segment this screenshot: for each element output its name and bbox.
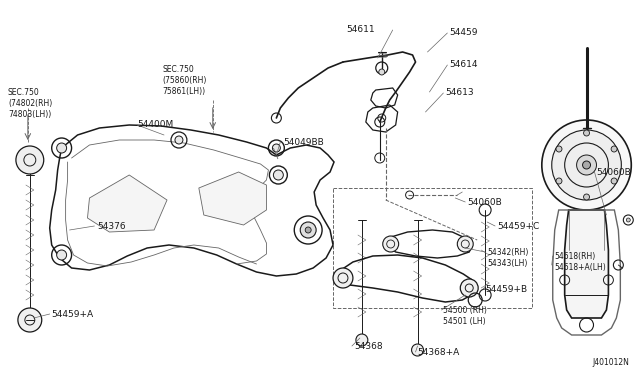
Circle shape <box>577 155 596 175</box>
Text: 54613: 54613 <box>445 88 474 97</box>
Text: 54500 (RH)
54501 (LH): 54500 (RH) 54501 (LH) <box>444 306 487 326</box>
Text: 54459+A: 54459+A <box>52 310 94 319</box>
Circle shape <box>611 178 617 184</box>
Text: 54368+A: 54368+A <box>417 348 460 357</box>
Text: SEC.750
(74802(RH)
74803(LH)): SEC.750 (74802(RH) 74803(LH)) <box>8 88 52 119</box>
Circle shape <box>611 146 617 152</box>
Circle shape <box>584 194 589 200</box>
Polygon shape <box>88 175 167 232</box>
Text: 54376: 54376 <box>97 222 126 231</box>
Circle shape <box>556 178 562 184</box>
Text: 54049BB: 54049BB <box>284 138 324 147</box>
Circle shape <box>458 236 473 252</box>
Text: J401012N: J401012N <box>593 358 629 367</box>
Text: 54060B: 54060B <box>467 198 502 207</box>
Circle shape <box>460 279 478 297</box>
Circle shape <box>542 120 631 210</box>
Text: 54368: 54368 <box>354 342 383 351</box>
Text: 54459+C: 54459+C <box>497 222 540 231</box>
Circle shape <box>556 146 562 152</box>
Text: 54060B: 54060B <box>596 168 631 177</box>
Text: SEC.750
(75860(RH)
75861(LH)): SEC.750 (75860(RH) 75861(LH)) <box>162 65 207 96</box>
Polygon shape <box>199 172 266 225</box>
Circle shape <box>627 218 630 222</box>
Circle shape <box>16 146 44 174</box>
Circle shape <box>273 170 284 180</box>
Circle shape <box>57 143 67 153</box>
Circle shape <box>584 130 589 136</box>
Text: 54400M: 54400M <box>137 120 173 129</box>
Circle shape <box>305 227 311 233</box>
Bar <box>333 188 532 308</box>
Text: 54611: 54611 <box>346 25 374 34</box>
Circle shape <box>552 130 621 200</box>
Circle shape <box>582 161 591 169</box>
Text: 54614: 54614 <box>449 60 478 69</box>
Circle shape <box>379 69 385 75</box>
Text: 54459: 54459 <box>449 28 478 37</box>
Circle shape <box>412 344 424 356</box>
Circle shape <box>18 308 42 332</box>
Circle shape <box>356 334 368 346</box>
Circle shape <box>175 136 183 144</box>
Polygon shape <box>564 210 609 318</box>
Circle shape <box>57 250 67 260</box>
Text: 54342(RH)
54343(LH): 54342(RH) 54343(LH) <box>487 248 529 268</box>
Text: 54618(RH)
54618+A(LH): 54618(RH) 54618+A(LH) <box>555 252 607 272</box>
Circle shape <box>273 144 280 152</box>
Text: 54459+B: 54459+B <box>485 285 527 294</box>
Circle shape <box>300 222 316 238</box>
Circle shape <box>333 268 353 288</box>
Circle shape <box>383 236 399 252</box>
